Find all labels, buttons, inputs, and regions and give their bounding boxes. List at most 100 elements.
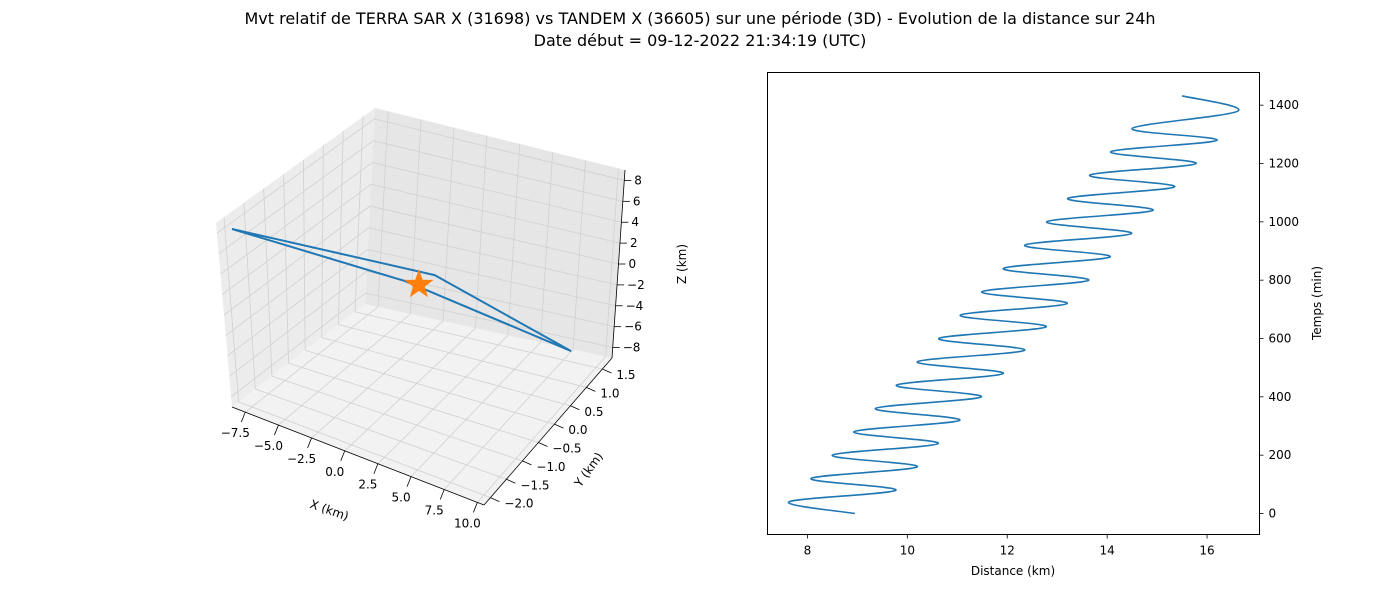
plot-frame — [767, 72, 1260, 535]
x-axis-label-3d: X (km) — [308, 497, 350, 523]
y-tick-label-3d: 0.0 — [568, 423, 587, 437]
x-tick-label-3d: −2.5 — [287, 452, 316, 466]
back-wall-pane — [365, 108, 625, 358]
gridline — [365, 292, 613, 348]
y-axis-line — [483, 357, 613, 506]
gridline — [377, 334, 509, 465]
gridline — [373, 140, 623, 202]
distance-series-line — [788, 95, 1240, 515]
3d-plot-area — [231, 228, 572, 352]
gridline — [368, 227, 618, 286]
x-tick-label: 16 — [1199, 544, 1214, 558]
2d-ticks: 8 10 12 14 16 0 200 400 600 800 1000 1200 1400 — [804, 98, 1299, 557]
3d-ticks: −7.5 −5.0 −2.5 0.0 2.5 5.0 7.5 10.0 −2.0 −1.5 −1.0… — [221, 173, 645, 530]
gridline — [305, 349, 555, 425]
gridline — [369, 205, 619, 265]
z-tick-label-3d: 4 — [631, 215, 639, 229]
y-tick-label-3d: −1.5 — [520, 478, 549, 492]
2d-plot-area — [788, 95, 1240, 515]
y-tick-3d — [490, 497, 500, 503]
x-tick-label: 8 — [804, 544, 812, 558]
y-tick-label: 400 — [1269, 390, 1292, 404]
y-tick-label-3d: 1.5 — [616, 368, 635, 382]
z-tick-label-3d: −2 — [627, 278, 645, 292]
gridline — [225, 227, 370, 336]
y-tick-label: 1000 — [1269, 215, 1300, 229]
gridline — [311, 320, 444, 439]
y-tick-3d — [586, 387, 596, 392]
gridline — [223, 205, 371, 316]
x-tick-3d — [406, 476, 412, 487]
y-axis-label-3d: Y (km) — [571, 450, 606, 491]
y-tick-label: 0 — [1269, 507, 1277, 521]
y-tick-label: 200 — [1269, 448, 1292, 462]
z-tick-label-3d: −4 — [626, 299, 644, 313]
y-tick-label-3d: −1.0 — [536, 460, 565, 474]
z-tick-label-3d: 0 — [629, 257, 637, 271]
gridline — [238, 401, 491, 499]
x-tick-label: 14 — [1100, 544, 1115, 558]
y-axis-label: Temps (min) — [1310, 266, 1324, 341]
y-tick-label: 600 — [1269, 332, 1292, 346]
y-tick-label-3d: 0.5 — [584, 405, 603, 419]
y-tick-label: 1400 — [1269, 98, 1300, 112]
gridline — [271, 375, 523, 462]
y-tick-label: 800 — [1269, 273, 1292, 287]
z-tick-label-3d: 2 — [630, 236, 638, 250]
origin-star-marker — [404, 269, 434, 298]
x-tick-label: 12 — [1000, 544, 1015, 558]
gridline — [372, 162, 622, 223]
gridline — [367, 249, 616, 307]
left-wall-pane — [216, 108, 375, 407]
z-tick-label-3d: 6 — [633, 194, 641, 208]
x-axis-line — [231, 406, 485, 506]
floor-pane — [232, 304, 612, 505]
x-tick-3d — [307, 437, 312, 449]
x-tick-3d — [373, 463, 379, 474]
gridline — [374, 118, 625, 181]
figure-title-line-1: Mvt relatif de TERRA SAR X (31698) vs TA… — [244, 9, 1156, 28]
x-tick-label-3d: −7.5 — [221, 426, 250, 440]
3d-gridlines — [216, 111, 625, 503]
y-tick-3d — [602, 368, 612, 374]
y-tick-label-3d: −2.0 — [504, 497, 533, 511]
gridline — [477, 356, 606, 503]
gridline — [255, 388, 507, 480]
y-tick-3d — [570, 405, 580, 411]
gridline — [354, 311, 603, 370]
figure-title-line-2: Date début = 09-12-2022 21:34:19 (UTC) — [533, 31, 867, 50]
gridline — [218, 140, 374, 254]
z-axis-label-3d: Z (km) — [675, 244, 689, 284]
x-tick-label: 10 — [900, 544, 915, 558]
x-tick-3d — [439, 489, 445, 500]
x-tick-label-3d: 10.0 — [454, 516, 481, 530]
x-tick-3d — [472, 502, 478, 513]
chart-distance-vs-time: 8 10 12 14 16 0 200 400 600 800 1000 1200 1400 Dista… — [767, 72, 1324, 578]
gridline — [220, 162, 373, 275]
gridline — [344, 327, 476, 452]
gridline — [278, 313, 411, 426]
gridline — [338, 324, 587, 388]
z-tick-label-3d: 8 — [634, 173, 642, 187]
y-tick-label-3d: −0.5 — [552, 442, 581, 456]
x-tick-label-3d: 0.0 — [325, 465, 344, 479]
y-tick-3d — [522, 460, 532, 466]
gridline — [288, 362, 539, 443]
chart-3d-trajectory: −7.5 −5.0 −2.5 0.0 2.5 5.0 7.5 10.0 −2.0 −1.5 −1.0… — [216, 108, 689, 530]
x-tick-label-3d: −5.0 — [254, 439, 283, 453]
z-tick-label-3d: −8 — [623, 341, 641, 355]
x-tick-3d — [340, 450, 346, 461]
z-tick-label-3d: −6 — [624, 320, 642, 334]
gridline — [371, 183, 621, 244]
gridline — [443, 349, 574, 490]
gridline — [221, 183, 372, 295]
gridline — [229, 271, 367, 377]
3d-panes — [216, 108, 625, 505]
y-tick-3d — [554, 423, 564, 429]
gridline — [410, 342, 541, 477]
trajectory-line-3d — [231, 228, 572, 352]
y-tick-3d — [506, 478, 516, 484]
x-tick-3d — [240, 412, 246, 423]
x-tick-label-3d: 2.5 — [358, 478, 377, 492]
y-tick-3d — [538, 442, 548, 447]
